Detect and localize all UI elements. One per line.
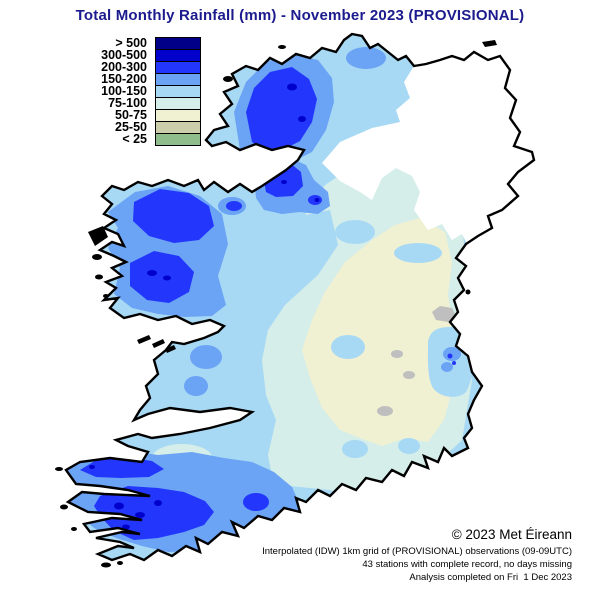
band-100-150-patch [394,243,442,263]
band-200-300-wicklow-speck [447,353,453,359]
attribution-block: © 2023 Met Éireann Interpolated (IDW) 1k… [262,526,572,584]
band-100-150-patch [398,438,420,454]
gray-patch [391,350,403,358]
legend-label: 300-500 [101,48,147,62]
band-300-500-speck [89,465,95,469]
band-300-500-speck [163,275,171,281]
page-title: Total Monthly Rainfall (mm) - November 2… [75,7,525,24]
gray-patch [432,306,456,322]
band-300-500-speck [298,116,306,122]
attribution-line-1: Interpolated (IDW) 1km grid of (PROVISIO… [262,546,572,557]
band-300-500-speck [147,270,157,276]
band-200-300-cork [243,493,269,511]
gray-patch [377,406,393,416]
band-100-150-patch [335,220,375,244]
band-300-500-speck [281,180,287,184]
island-speck [55,467,63,471]
band-100-150-wicklow-patch [427,327,475,397]
band-100-150-patch [342,440,368,458]
band-300-500-speck [122,524,130,530]
attribution-line-3: Analysis completed on Fri 1 Dec 2023 [409,572,572,583]
legend-label: 150-200 [101,72,147,86]
legend-row: 50-75 [55,109,201,122]
band-200-300-sligo [226,201,242,211]
band-300-500-speck [135,512,145,518]
band-200-300-mayo [133,189,214,243]
island-speck [95,274,103,280]
band-200-300-connemara [130,251,194,303]
northern-ireland-no-data-region [322,52,534,246]
island-speck [103,294,109,298]
legend-swatch-lt25 [155,133,201,146]
gray-patch [403,371,415,379]
island-speck [71,527,77,531]
legend-row: 75-100 [55,97,201,110]
ireland-coastline [64,32,536,562]
island-speck [465,289,471,295]
island-speck [223,76,233,82]
island-speck [88,226,108,246]
island-speck [101,562,111,568]
legend-row: 25-50 [55,121,201,134]
band-300-500-speck [114,502,124,510]
legend-label: 50-75 [115,108,147,122]
island-speck [278,45,286,49]
legend-label: 75-100 [108,96,147,110]
legend-row: 150-200 [55,73,201,86]
island-speck [165,345,176,353]
island-speck [482,40,497,47]
rainfall-legend: > 500 300-500 200-300 150-200 100-150 75… [55,37,201,146]
legend-row: 200-300 [55,61,201,74]
legend-label: 100-150 [101,84,147,98]
island-speck [60,504,68,510]
legend-row: < 25 [55,133,201,146]
band-150-200-wicklow [441,362,453,372]
band-300-500-speck [154,500,162,506]
legend-label: > 500 [115,36,147,50]
band-100-150-patch [331,335,365,359]
band-200-300-donegal [246,67,317,151]
band-150-200-clare [184,376,208,396]
copyright-line: © 2023 Met Éireann [451,527,572,542]
island-speck [92,254,102,260]
band-150-200-wicklow [443,347,461,361]
band-50-75-region [302,218,452,446]
island-speck [152,339,165,348]
attribution-line-2: 43 stations with complete record, no day… [362,559,572,570]
band-300-500-speck [314,198,320,202]
legend-row: > 500 [55,37,201,50]
legend-label: 25-50 [115,120,147,134]
offshore-islands [55,40,497,568]
legend-row: 300-500 [55,49,201,62]
band-150-200-inishowen [346,47,386,69]
band-200-300-wicklow-speck [452,361,456,365]
island-speck [137,335,151,344]
legend-label: < 25 [122,132,147,146]
legend-label: 200-300 [101,60,147,74]
band-150-200-clare [190,345,222,369]
island-speck [117,561,123,565]
band-300-500-speck [287,83,297,91]
